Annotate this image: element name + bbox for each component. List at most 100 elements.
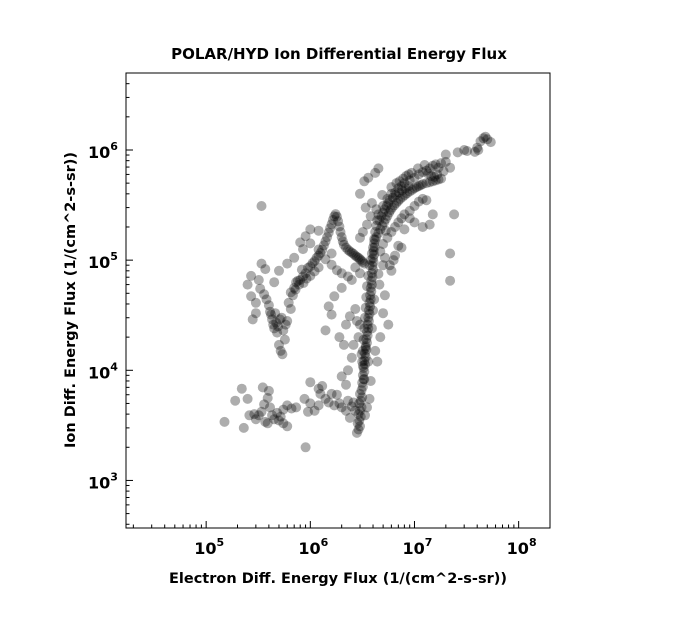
data-point	[353, 332, 364, 343]
data-point	[346, 352, 357, 363]
data-point	[370, 227, 381, 237]
data-point	[475, 136, 486, 147]
data-point	[230, 395, 241, 406]
data-point	[361, 334, 372, 345]
data-point	[368, 242, 378, 253]
data-point	[356, 402, 367, 413]
data-point	[363, 316, 374, 326]
data-point	[378, 260, 389, 271]
data-point	[378, 308, 389, 319]
data-point	[389, 200, 400, 211]
data-point	[387, 192, 398, 203]
data-point	[369, 294, 380, 305]
data-point	[359, 258, 370, 269]
data-point	[329, 400, 340, 411]
data-point	[417, 179, 428, 190]
data-point	[409, 183, 420, 194]
data-point	[436, 173, 447, 184]
data-point	[398, 173, 409, 184]
data-point	[331, 211, 342, 222]
data-point	[386, 227, 397, 237]
data-point	[359, 374, 370, 385]
data-point	[305, 261, 316, 272]
data-point	[362, 402, 372, 413]
data-point	[274, 415, 284, 426]
data-point	[263, 300, 274, 311]
data-point	[283, 297, 294, 308]
data-point	[402, 188, 413, 199]
data-point	[413, 169, 424, 180]
x-tick-label: 106	[298, 536, 328, 558]
data-point	[357, 360, 368, 371]
data-point	[249, 409, 260, 420]
data-point	[424, 219, 435, 230]
data-point	[289, 252, 300, 263]
data-point	[365, 376, 376, 386]
data-point	[372, 356, 383, 367]
data-point	[377, 190, 388, 200]
data-point	[295, 237, 306, 248]
data-point	[366, 323, 377, 334]
data-point	[401, 171, 412, 181]
data-point	[362, 337, 372, 348]
data-point	[296, 264, 307, 275]
data-point	[250, 297, 261, 308]
data-point	[421, 195, 432, 206]
data-point	[373, 268, 384, 279]
data-point	[360, 348, 370, 359]
data-point	[413, 196, 424, 207]
data-point	[359, 355, 370, 366]
data-point	[357, 345, 368, 356]
data-point	[346, 275, 357, 285]
data-point	[427, 160, 438, 171]
data-point	[393, 217, 404, 228]
data-point	[350, 405, 361, 416]
data-point	[357, 370, 368, 381]
data-point	[386, 182, 397, 193]
data-point	[358, 363, 369, 373]
data-point	[350, 250, 361, 261]
data-point	[436, 158, 447, 169]
data-point	[354, 398, 365, 409]
data-point	[353, 252, 364, 263]
data-point	[409, 217, 420, 228]
data-point	[394, 187, 404, 198]
data-point	[427, 209, 438, 220]
axis-ticks	[126, 72, 551, 528]
data-point	[276, 312, 287, 323]
data-point	[350, 304, 361, 314]
data-point	[354, 415, 365, 426]
data-point	[365, 282, 376, 293]
data-point	[413, 181, 424, 192]
data-point	[256, 258, 267, 269]
data-point	[246, 270, 257, 281]
data-point	[359, 176, 370, 187]
data-point	[317, 381, 328, 391]
x-axis-label: Electron Diff. Energy Flux (1/(cm^2-s-sr…	[169, 571, 507, 587]
data-point	[344, 412, 355, 423]
data-point	[383, 198, 394, 208]
x-tick-label: 108	[507, 536, 537, 558]
data-point	[337, 236, 348, 247]
data-point	[352, 418, 363, 429]
data-point	[368, 253, 378, 264]
data-point	[317, 244, 328, 255]
data-point	[430, 175, 441, 186]
data-point	[355, 188, 365, 199]
data-point	[378, 201, 389, 211]
data-point	[409, 172, 420, 183]
data-point	[395, 193, 406, 204]
data-point	[246, 291, 257, 302]
data-point	[361, 344, 372, 355]
data-point	[365, 290, 376, 301]
data-point	[433, 162, 444, 173]
data-point	[282, 400, 293, 411]
data-point	[300, 442, 311, 453]
data-point	[338, 239, 349, 250]
data-point	[357, 257, 368, 268]
data-point	[413, 163, 423, 174]
data-point	[313, 250, 324, 261]
data-point	[432, 169, 443, 180]
data-point	[360, 302, 371, 313]
data-point	[393, 240, 404, 251]
